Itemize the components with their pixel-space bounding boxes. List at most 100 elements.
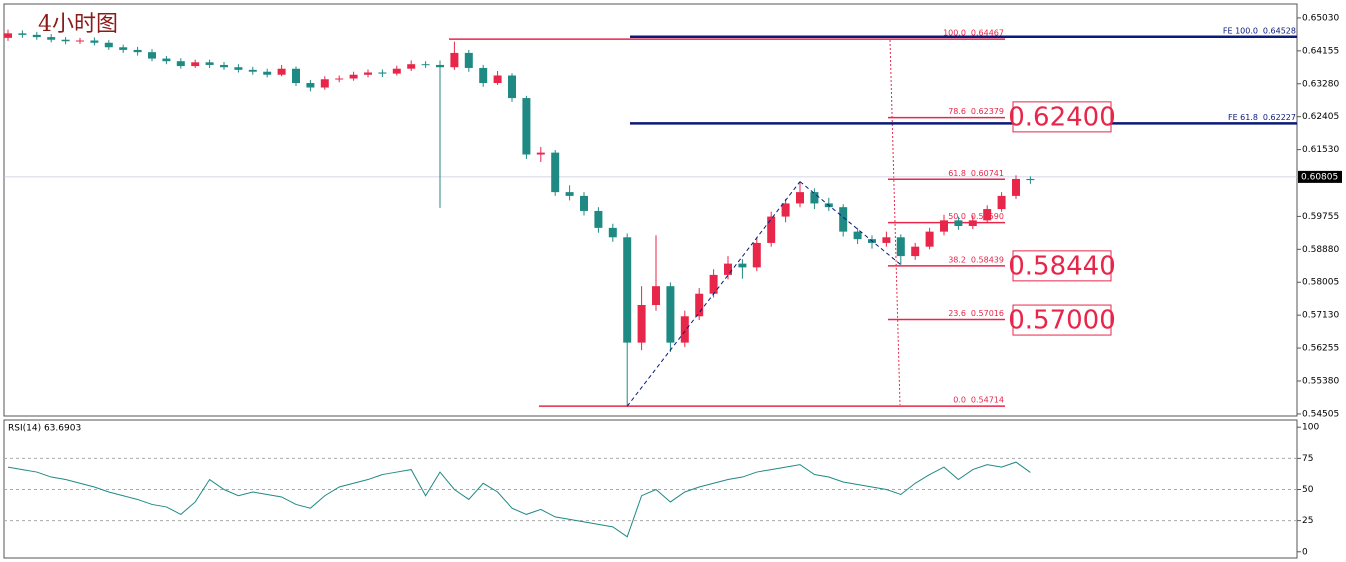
fib-ratio: 50.0: [948, 212, 966, 221]
y-tick-label: 0.56255: [1302, 344, 1339, 354]
fib-ratio: 0.0: [953, 396, 966, 405]
candle-body: [925, 231, 934, 247]
candle-body: [623, 237, 632, 343]
candle-body: [119, 47, 128, 50]
candle-body: [1012, 178, 1020, 196]
y-tick-label: 0.62405: [1302, 112, 1339, 122]
candle-body: [666, 286, 675, 343]
candle-body: [364, 72, 372, 75]
candle-body: [407, 64, 416, 69]
current-price-box: [1298, 170, 1342, 183]
fe-value: 0.62227: [1263, 113, 1296, 122]
candle-body: [464, 52, 473, 68]
rsi-line: [7, 461, 1031, 538]
candle-body: [752, 242, 761, 268]
candle-body: [76, 40, 84, 42]
current-price-label: 0.60805: [1301, 172, 1338, 182]
candle-body: [954, 220, 963, 226]
y-tick-label: 0.58880: [1302, 245, 1339, 255]
candle-body: [18, 33, 27, 35]
candle-body: [594, 210, 603, 228]
candle-body: [1026, 178, 1035, 181]
candle-body: [421, 64, 430, 66]
candle-body: [968, 220, 977, 226]
candle-body: [695, 293, 704, 317]
candle-body: [335, 78, 344, 80]
y-tick-label: 25: [1302, 516, 1313, 526]
candle-body: [724, 263, 732, 275]
candle-body: [263, 71, 272, 75]
candle-body: [508, 75, 516, 99]
trend-line: [799, 181, 902, 266]
fib-value: 0.58439: [971, 255, 1004, 264]
candle-body: [277, 68, 286, 75]
candle-body: [940, 220, 948, 232]
candle-body: [997, 195, 1006, 210]
y-tick-label: 0: [1302, 547, 1308, 557]
candle-body: [162, 58, 171, 62]
candle-body: [234, 67, 243, 70]
candle-body: [32, 34, 41, 38]
candle-body: [220, 64, 228, 68]
y-tick-label: 0.65030: [1302, 13, 1339, 23]
candle-body: [983, 209, 992, 221]
y-tick-label: 0.64155: [1302, 46, 1339, 56]
y-tick-label: 0.57130: [1302, 311, 1339, 321]
candle-body: [796, 192, 804, 204]
candle-body: [680, 316, 689, 343]
fe-name: FE 100.0: [1223, 26, 1258, 35]
rsi-title: RSI(14) 63.6903: [8, 424, 81, 434]
candle-body: [580, 195, 588, 211]
candle-body: [392, 68, 401, 74]
candle-body: [652, 286, 660, 306]
candle-body: [810, 192, 819, 204]
fib-value: 0.64467: [971, 29, 1004, 38]
fib-ratio: 61.8: [948, 169, 966, 178]
y-tick-label: 0.61530: [1302, 145, 1339, 155]
fib-ratio: 78.6: [948, 107, 966, 116]
target-label: 0.57000: [1008, 306, 1116, 336]
vertical-marker: [889, 39, 901, 406]
chart-title: 4小时图: [38, 12, 118, 37]
candle-body: [90, 40, 99, 43]
y-tick-label: 100: [1302, 423, 1319, 433]
candle-body: [320, 79, 329, 88]
candle-body: [4, 33, 12, 38]
fib-value: 0.62379: [971, 107, 1004, 116]
fib-ratio: 100.0: [943, 29, 966, 38]
y-tick-label: 0.54505: [1302, 409, 1339, 419]
candle-body: [767, 216, 776, 243]
candle-body: [839, 207, 848, 232]
y-tick-label: 75: [1302, 454, 1313, 464]
candle-body: [176, 61, 185, 67]
candle-body: [896, 237, 905, 257]
fib-value: 0.57016: [971, 309, 1004, 318]
candle-body: [436, 64, 444, 68]
fe-value: 0.64528: [1263, 26, 1296, 35]
candle-body: [479, 67, 488, 84]
candle-body: [306, 83, 315, 88]
main-panel: [3, 3, 1298, 417]
candle-body: [133, 49, 142, 53]
candle-body: [148, 52, 156, 59]
candle-body: [781, 203, 790, 217]
target-label: 0.62400: [1008, 102, 1116, 132]
candle-body: [349, 74, 358, 79]
candle-body: [536, 152, 545, 155]
candle-body: [522, 98, 531, 155]
candle-body: [551, 152, 560, 193]
candle-body: [248, 69, 257, 72]
candle-body: [205, 62, 214, 65]
fib-ratio: 38.2: [948, 255, 966, 264]
candle-body: [853, 231, 862, 240]
candle-body: [608, 227, 617, 238]
candle-body: [738, 263, 747, 268]
candle-body: [450, 52, 459, 68]
candle-body: [191, 62, 200, 67]
candle-body: [709, 274, 718, 294]
candle-body: [104, 42, 113, 48]
target-box: [1012, 250, 1112, 282]
y-tick-label: 0.58005: [1302, 278, 1339, 288]
